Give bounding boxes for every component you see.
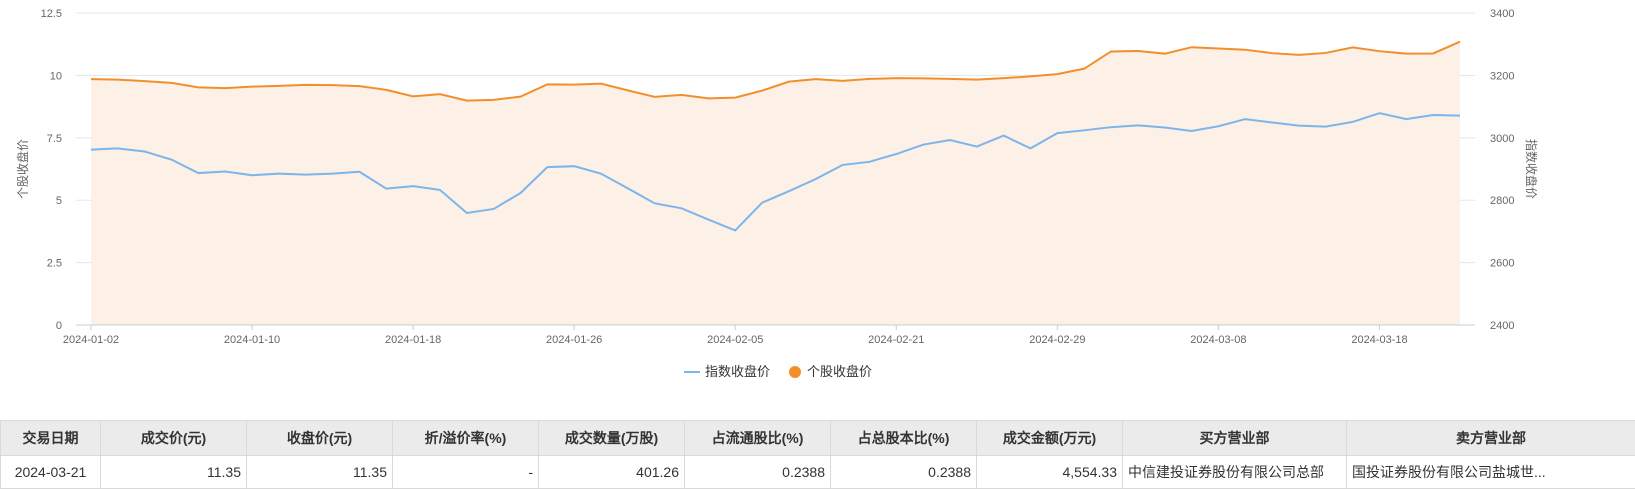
legend-index-label: 指数收盘价 bbox=[705, 364, 770, 379]
left-axis-ticks: 0 2.5 5 7.5 10 12.5 bbox=[41, 8, 62, 332]
x-tick-label: 2024-03-18 bbox=[1351, 334, 1407, 346]
right-tick-label: 3200 bbox=[1490, 70, 1514, 82]
right-tick-label: 3400 bbox=[1490, 8, 1514, 20]
header-seller: 卖方营业部 bbox=[1347, 421, 1635, 456]
legend: 指数收盘价 个股收盘价 bbox=[684, 364, 872, 379]
right-axis-ticks: 2400 2600 2800 3000 3200 3400 bbox=[1490, 8, 1514, 332]
x-tick-label: 2024-01-18 bbox=[385, 334, 441, 346]
left-axis-title: 个股收盘价 bbox=[15, 139, 30, 199]
header-amount: 成交金额(万元) bbox=[977, 421, 1123, 456]
legend-stock-swatch bbox=[789, 366, 801, 378]
left-tick-label: 12.5 bbox=[41, 8, 62, 20]
x-tick-label: 2024-02-21 bbox=[868, 334, 924, 346]
left-tick-label: 7.5 bbox=[47, 133, 62, 145]
x-tick-label: 2024-03-08 bbox=[1190, 334, 1246, 346]
header-buyer: 买方营业部 bbox=[1123, 421, 1347, 456]
header-close-price: 收盘价(元) bbox=[247, 421, 393, 456]
right-axis-title: 指数收盘价 bbox=[1524, 139, 1539, 199]
right-tick-label: 2600 bbox=[1490, 258, 1514, 270]
left-tick-label: 5 bbox=[56, 195, 62, 207]
header-volume: 成交数量(万股) bbox=[539, 421, 685, 456]
left-tick-label: 2.5 bbox=[47, 258, 62, 270]
header-total-ratio: 占总股本比(%) bbox=[831, 421, 977, 456]
x-axis-ticks: 2024-01-02 2024-01-10 2024-01-18 2024-01-26… bbox=[63, 325, 1408, 346]
x-tick-label: 2024-02-29 bbox=[1029, 334, 1085, 346]
table-header-row: 交易日期 成交价(元) 收盘价(元) 折/溢价率(%) 成交数量(万股) 占流通… bbox=[1, 421, 1635, 456]
block-trade-table: 交易日期 成交价(元) 收盘价(元) 折/溢价率(%) 成交数量(万股) 占流通… bbox=[0, 420, 1635, 489]
header-premium-rate: 折/溢价率(%) bbox=[393, 421, 539, 456]
left-tick-label: 0 bbox=[56, 320, 62, 332]
header-trade-price: 成交价(元) bbox=[101, 421, 247, 456]
left-tick-label: 10 bbox=[50, 70, 62, 82]
x-tick-label: 2024-01-02 bbox=[63, 334, 119, 346]
right-tick-label: 2800 bbox=[1490, 195, 1514, 207]
right-tick-label: 2400 bbox=[1490, 320, 1514, 332]
header-float-ratio: 占流通股比(%) bbox=[685, 421, 831, 456]
x-tick-label: 2024-02-05 bbox=[707, 334, 763, 346]
x-tick-label: 2024-01-10 bbox=[224, 334, 280, 346]
right-tick-label: 3000 bbox=[1490, 133, 1514, 145]
legend-stock-label: 个股收盘价 bbox=[807, 364, 872, 379]
header-trade-date: 交易日期 bbox=[1, 421, 101, 456]
x-tick-label: 2024-01-26 bbox=[546, 334, 602, 346]
stock-close-area bbox=[91, 42, 1460, 325]
